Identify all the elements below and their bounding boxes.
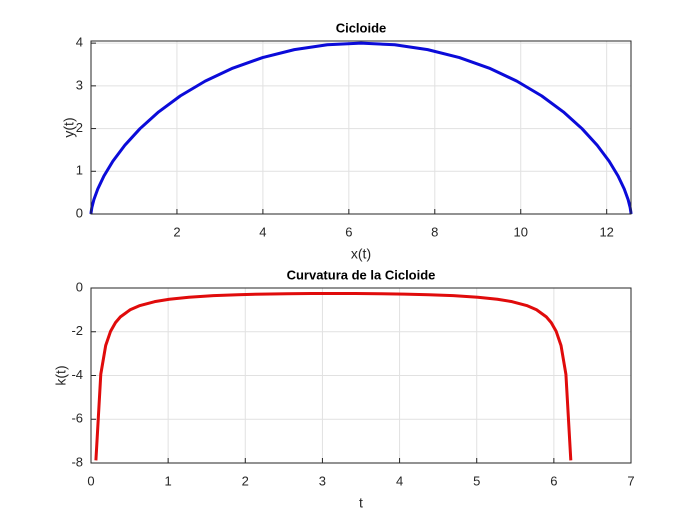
y-tick-label: 3 — [76, 77, 83, 92]
x-tick-label: 2 — [242, 473, 249, 488]
x-tick-label: 8 — [431, 224, 438, 239]
axes-box — [90, 287, 632, 464]
x-tick-label: 5 — [473, 473, 480, 488]
x-tick-label: 6 — [550, 473, 557, 488]
x-tick-label: 1 — [165, 473, 172, 488]
x-tick-label: 12 — [599, 224, 613, 239]
data-line — [94, 291, 573, 461]
x-tick-label: 2 — [173, 224, 180, 239]
x-tick-label: 4 — [259, 224, 266, 239]
x-tick-label: 7 — [627, 473, 634, 488]
x-tick-label: 10 — [513, 224, 527, 239]
y-tick-label: -8 — [71, 454, 83, 469]
y-tick-label: 2 — [76, 120, 83, 135]
x-axis-label: x(t) — [351, 246, 371, 262]
y-tick-label: 0 — [76, 279, 83, 294]
x-tick-label: 3 — [319, 473, 326, 488]
y-tick-label: -4 — [71, 367, 83, 382]
y-axis-label: y(t) — [61, 117, 77, 137]
y-tick-label: -2 — [71, 323, 83, 338]
chart-title: Cicloide — [336, 20, 387, 35]
y-axis-label: k(t) — [53, 365, 69, 385]
y-tick-label: -6 — [71, 411, 83, 426]
x-tick-label: 0 — [87, 473, 94, 488]
y-tick-label: 1 — [76, 163, 83, 178]
x-tick-label: 6 — [345, 224, 352, 239]
axes-box — [90, 40, 632, 215]
y-tick-label: 0 — [76, 205, 83, 220]
axes-background — [91, 41, 631, 214]
y-tick-label: 4 — [76, 35, 83, 50]
chart-title: Curvatura de la Cicloide — [287, 267, 436, 282]
x-tick-label: 4 — [396, 473, 403, 488]
data-line — [89, 41, 633, 215]
x-axis-label: t — [359, 495, 363, 511]
